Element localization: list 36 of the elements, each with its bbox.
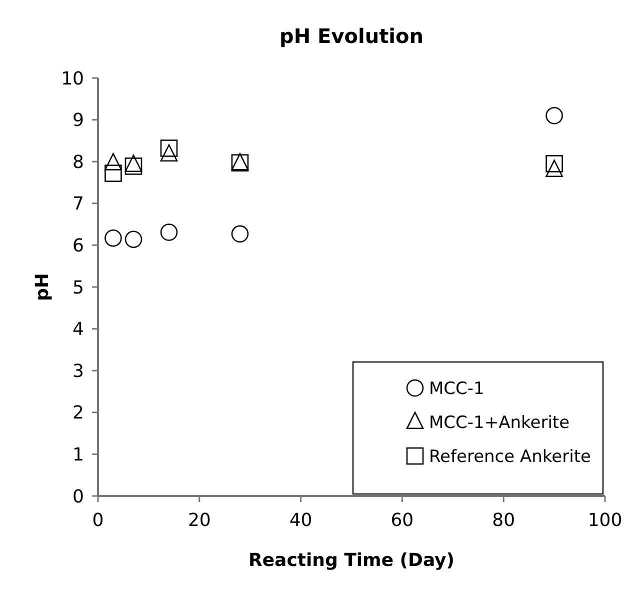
- y-tick-label: 2: [72, 402, 84, 424]
- x-tick-label: 40: [289, 510, 312, 531]
- point: [124, 154, 142, 172]
- legend-label: MCC-1+Ankerite: [429, 412, 570, 433]
- chart-title: pH Evolution: [280, 24, 424, 48]
- x-tick-label: 60: [390, 510, 414, 531]
- y-tick-label: 8: [72, 152, 84, 173]
- point: [124, 158, 142, 175]
- x-axis-title: Reacting Time (Day): [248, 550, 455, 571]
- point: [104, 229, 122, 247]
- x-tick-label: 80: [492, 510, 516, 531]
- legend-label: Reference Ankerite: [429, 446, 591, 467]
- legend-label: MCC-1: [429, 378, 484, 399]
- y-tick-label: 7: [72, 194, 84, 215]
- point: [124, 230, 142, 248]
- y-tick-label: 9: [72, 110, 84, 132]
- point: [104, 164, 122, 182]
- y-tick-label: 1: [72, 444, 84, 466]
- y-tick-label: 6: [72, 236, 84, 256]
- point: [546, 155, 563, 172]
- y-tick-label: 10: [61, 68, 84, 90]
- x-tick-label: 100: [588, 510, 622, 531]
- y-tick-label: 4: [72, 319, 84, 340]
- point: [546, 160, 563, 178]
- point: [104, 153, 122, 170]
- y-tick-label: 0: [72, 486, 84, 508]
- y-axis-title: pH: [32, 273, 53, 301]
- point: [231, 225, 249, 243]
- point: [160, 144, 178, 162]
- point: [160, 224, 178, 241]
- point: [546, 106, 563, 124]
- y-tick-label: 5: [72, 277, 84, 298]
- x-tick-label: 0: [92, 510, 104, 531]
- x-tick-label: 20: [188, 510, 211, 531]
- y-tick-label: 3: [72, 360, 84, 382]
- point: [160, 140, 178, 157]
